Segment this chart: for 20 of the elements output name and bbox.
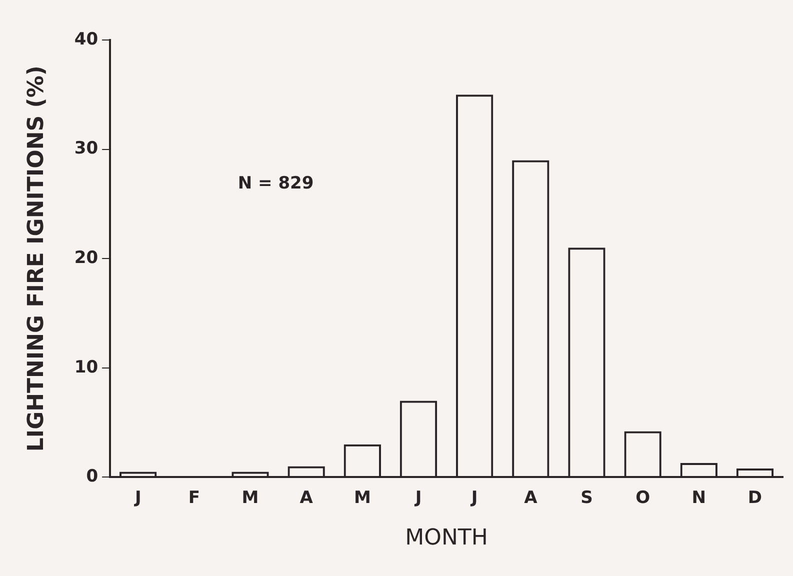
x-tick-label: F	[188, 488, 200, 508]
x-tick-label: J	[134, 488, 142, 508]
y-tick-label: 0	[86, 466, 98, 487]
y-tick-label: 20	[74, 248, 98, 268]
x-tick-label: A	[524, 488, 538, 508]
y-tick-label: 40	[74, 29, 98, 50]
x-tick-label: D	[748, 488, 762, 508]
x-tick-label: O	[636, 488, 650, 508]
x-axis-title: MONTH	[405, 526, 488, 551]
x-tick-label: N	[692, 488, 706, 508]
x-tick-label: M	[354, 488, 371, 508]
x-tick-label: J	[470, 488, 478, 508]
annotation: N = 829	[238, 174, 314, 194]
y-tick-label: 10	[74, 357, 98, 378]
y-axis-title: LIGHTNING FIRE IGNITIONS (%)	[24, 66, 49, 452]
x-tick-label: S	[580, 488, 593, 508]
y-tick-label: 30	[74, 138, 98, 159]
x-tick-label: M	[242, 488, 259, 508]
x-tick-label: J	[414, 488, 422, 508]
x-tick-label: A	[300, 488, 314, 508]
